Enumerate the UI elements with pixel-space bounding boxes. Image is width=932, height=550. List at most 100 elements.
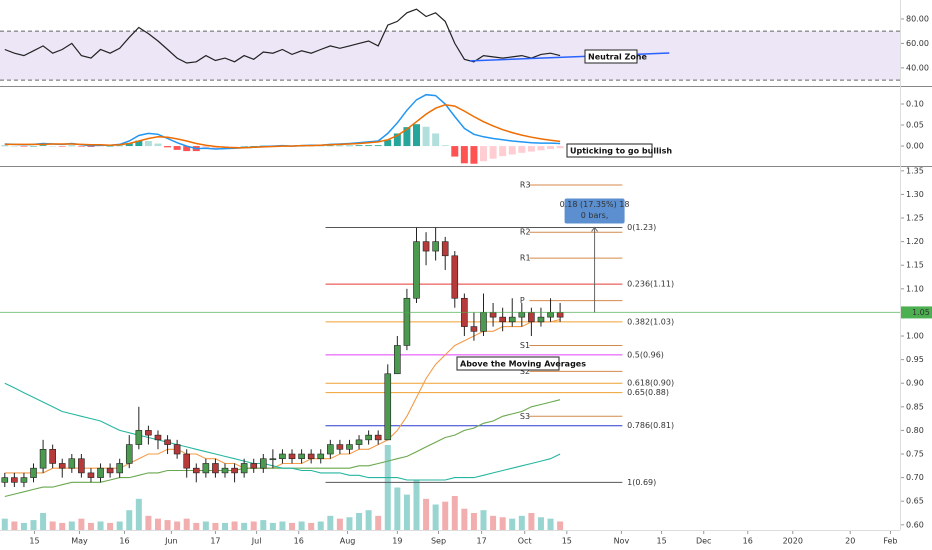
y-tick-label: 0.60: [906, 520, 924, 529]
candle-body: [298, 453, 305, 460]
candle-body: [87, 472, 95, 478]
candle-body: [259, 458, 267, 469]
histogram-bar: [68, 145, 76, 147]
volume-bar: [222, 522, 228, 530]
fib-label: 1(0.69): [627, 478, 656, 487]
volume-bar: [20, 522, 27, 530]
candle-body: [346, 444, 353, 450]
histogram-bar: [460, 146, 468, 164]
x-tick-label: Jul: [251, 537, 262, 546]
candle-body: [518, 312, 526, 318]
candle-body: [528, 312, 535, 323]
volume-bar: [231, 521, 238, 530]
volume-bar: [260, 520, 267, 530]
histogram-bar: [317, 146, 325, 147]
histogram-bar: [10, 146, 18, 147]
volume-bar: [308, 522, 315, 530]
candle-body: [422, 241, 430, 252]
note-box: [566, 143, 653, 158]
fib-label: 0.382(1.03): [627, 317, 674, 326]
y-tick-label: 1.15: [906, 261, 924, 270]
x-tick-label: 2020: [783, 537, 803, 546]
histogram-bar: [432, 133, 440, 147]
fib-label: 0.5(0.96): [627, 350, 664, 359]
y-tick-label: 0.95: [906, 355, 924, 364]
histogram-bar: [480, 146, 488, 162]
candle-body: [403, 297, 411, 346]
candle-body: [164, 439, 171, 445]
volume-bar: [423, 498, 430, 530]
histogram-bar: [39, 145, 47, 147]
histogram-bar: [87, 146, 95, 147]
volume-bar: [87, 522, 94, 530]
histogram-bar: [1, 145, 9, 147]
fib-label: 0.65(0.88): [627, 388, 669, 397]
pivot-label: S1: [520, 341, 530, 350]
annotation: Above the Moving Averages: [460, 360, 586, 369]
candle-body: [145, 430, 152, 436]
pivot-label: R3: [520, 180, 531, 189]
candle-body: [365, 434, 372, 441]
volume-bar: [30, 520, 37, 530]
fib-label: 0.786(0.81): [627, 421, 674, 430]
volume-bar: [394, 487, 401, 530]
volume-bar: [183, 518, 190, 530]
note-box: [456, 356, 560, 371]
volume-bar: [78, 518, 85, 530]
histogram-bar: [250, 146, 258, 147]
volume-bar: [317, 521, 324, 530]
candle-body: [49, 448, 56, 464]
candle-body: [499, 316, 506, 323]
histogram-bar: [20, 146, 28, 147]
y-tick-label: 1.35: [906, 166, 924, 175]
y-tick-label: 60.00: [906, 39, 929, 48]
volume-bar: [298, 521, 305, 530]
x-tick-label: Jun: [164, 537, 178, 546]
histogram-bar: [240, 146, 248, 147]
x-tick-label: 17: [477, 537, 487, 546]
x-tick-label: Aug: [340, 537, 356, 546]
candle-body: [39, 448, 47, 469]
y-tick-label: 0.70: [906, 473, 924, 482]
x-tick-label: 19: [392, 537, 402, 546]
y-tick-label: 0.65: [906, 497, 924, 506]
volume-bar: [154, 518, 161, 530]
histogram-bar: [537, 146, 545, 151]
volume-bar: [499, 517, 506, 530]
candle-body: [231, 467, 238, 474]
volume-bar: [480, 510, 487, 530]
x-tick-label: 16: [743, 537, 753, 546]
candle-body: [212, 463, 219, 474]
histogram-bar: [441, 145, 449, 147]
y-tick-label: 0.80: [906, 426, 924, 435]
candle-body: [250, 463, 258, 469]
pivot-label: R1: [520, 254, 531, 263]
volume-bar: [289, 522, 296, 530]
volume-bar: [403, 494, 410, 530]
histogram-bar: [30, 146, 38, 147]
candle-body: [192, 467, 200, 474]
x-tick-label: Sep: [431, 537, 446, 546]
volume-bar: [145, 515, 152, 530]
histogram-bar: [164, 146, 172, 148]
volume-bar: [346, 517, 353, 530]
last-price-box: [901, 306, 932, 319]
volume-bar: [11, 521, 18, 530]
y-tick-label: 0.10: [906, 99, 924, 108]
pivot-label: R2: [520, 228, 531, 237]
candle-body: [413, 241, 420, 299]
candle-body: [11, 477, 18, 483]
macd-line: [4, 104, 561, 149]
volume-bar: [59, 522, 66, 530]
x-tick-label: 16: [294, 537, 304, 546]
x-tick-label: 15: [657, 537, 667, 546]
histogram-bar: [384, 139, 392, 147]
volume-bar: [375, 515, 382, 530]
histogram-bar: [403, 127, 411, 147]
histogram-bar: [135, 140, 143, 147]
volume-bar: [327, 515, 334, 530]
histogram-bar: [116, 145, 124, 147]
histogram-bar: [231, 146, 239, 147]
